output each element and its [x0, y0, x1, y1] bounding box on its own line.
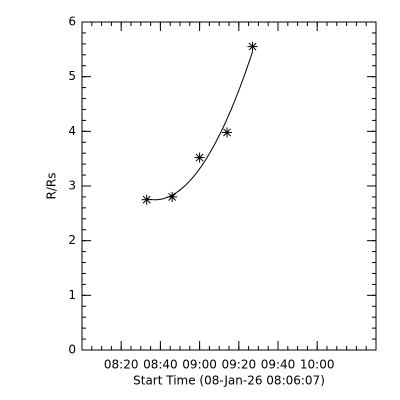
x-tick-label: 08:40	[143, 358, 178, 372]
y-axis-label: R/Rs	[45, 173, 59, 200]
y-tick-label: 1	[68, 288, 76, 302]
asterisk-stroke	[223, 128, 231, 137]
asterisk-stroke	[248, 42, 257, 51]
x-tick-label: 09:00	[182, 358, 217, 372]
asterisk-stroke	[195, 153, 204, 162]
y-tick-label: 0	[68, 343, 76, 357]
data-point	[222, 127, 233, 138]
y-tick-label: 4	[68, 124, 76, 138]
asterisk-stroke	[168, 192, 177, 201]
plot-frame	[81, 21, 377, 351]
y-tick-label: 6	[68, 15, 76, 29]
data-point	[194, 152, 205, 163]
x-tick-label: 08:20	[104, 358, 139, 372]
fit-curve	[146, 51, 253, 201]
x-tick-label: 09:20	[222, 358, 257, 372]
y-tick-label: 3	[68, 179, 76, 193]
data-point	[247, 41, 258, 52]
asterisk-stroke	[142, 195, 151, 204]
y-tick-label: 5	[68, 69, 76, 83]
x-tick-label: 10:00	[300, 358, 335, 372]
data-point	[141, 194, 152, 205]
data-point	[167, 191, 178, 202]
y-tick-label: 2	[68, 233, 76, 247]
x-tick-label: 09:40	[261, 358, 296, 372]
x-axis-label: Start Time (08-Jan-26 08:06:07)	[133, 374, 325, 388]
